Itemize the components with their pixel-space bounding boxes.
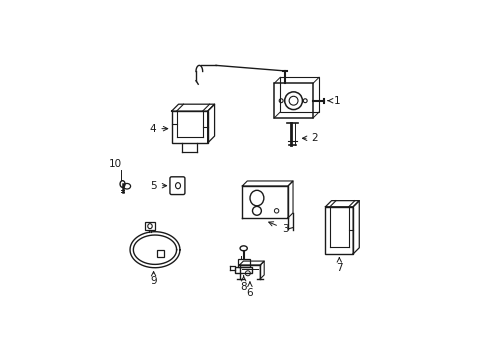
Text: 4: 4 (149, 123, 167, 134)
Bar (145, 222, 154, 230)
Text: 3: 3 (268, 222, 288, 234)
Text: 2: 2 (302, 133, 318, 143)
Bar (280, 77, 319, 112)
Text: 9: 9 (150, 271, 157, 286)
Text: 1: 1 (327, 96, 340, 106)
Bar (274, 84, 312, 118)
Bar (237, 260, 249, 267)
Text: 5: 5 (150, 181, 166, 191)
Text: 6: 6 (246, 282, 253, 298)
Bar (156, 250, 163, 257)
Bar (325, 207, 352, 254)
Bar (171, 111, 207, 143)
Bar (235, 267, 251, 273)
Text: 7: 7 (335, 257, 342, 273)
Text: 10: 10 (109, 159, 122, 169)
Text: 8: 8 (240, 276, 246, 292)
